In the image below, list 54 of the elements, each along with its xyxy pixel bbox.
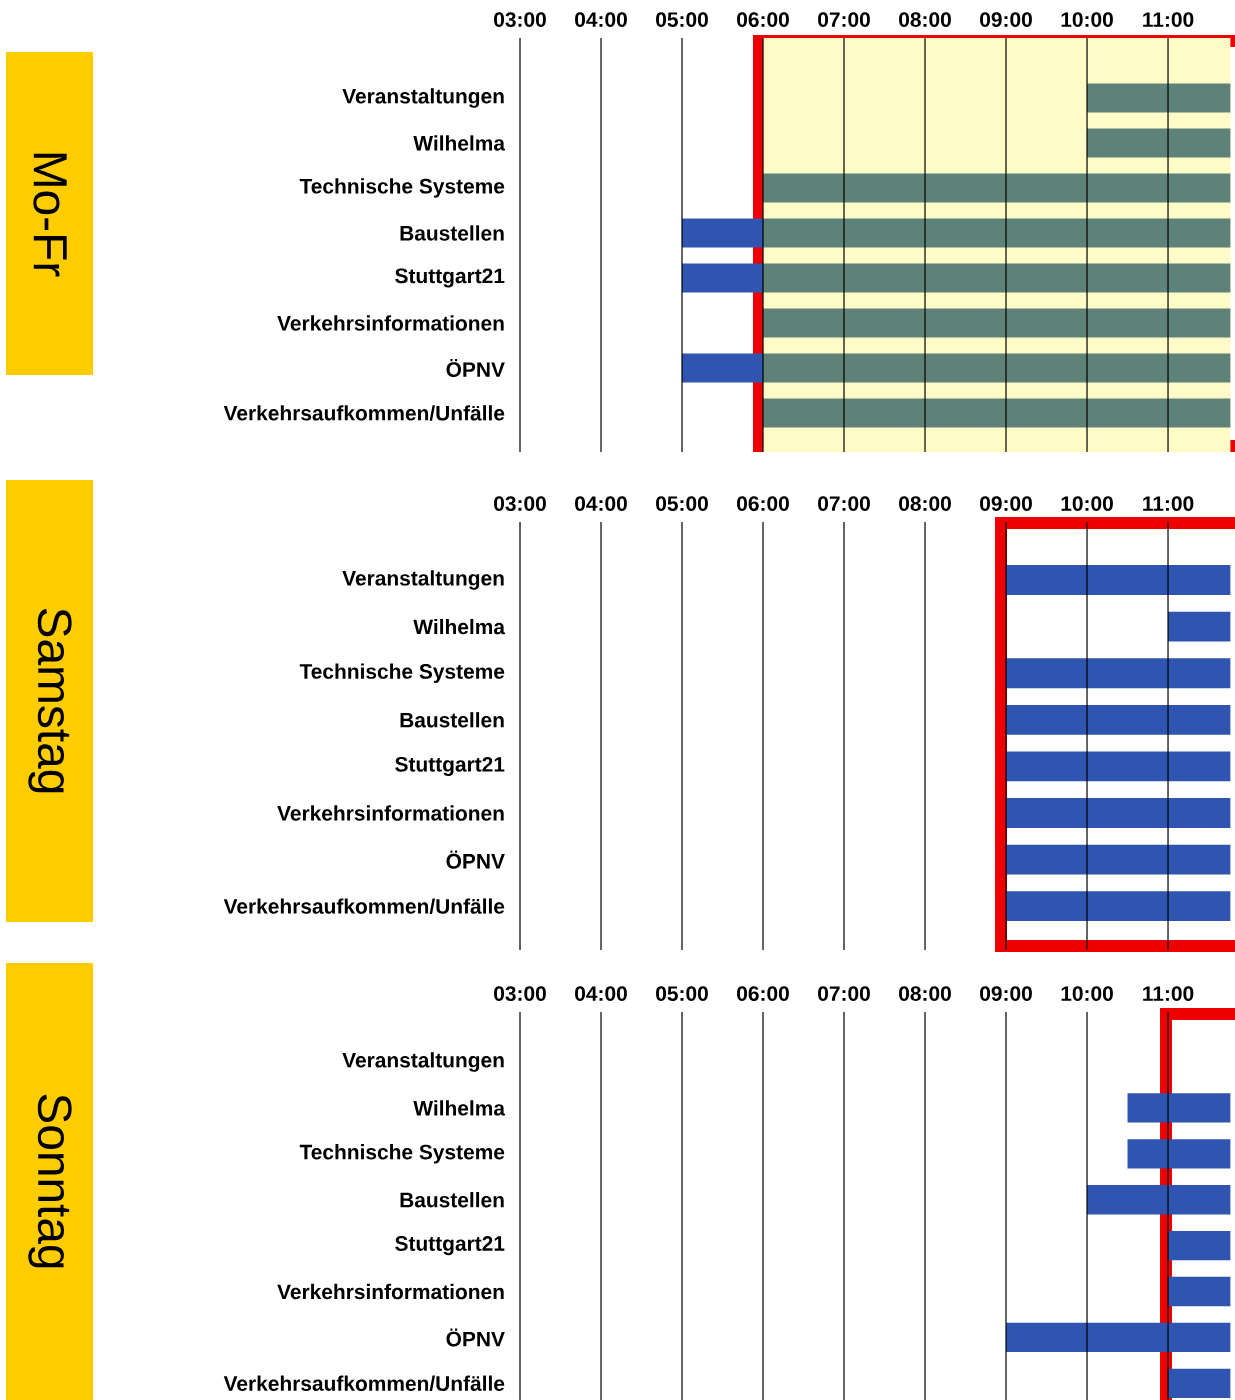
y-tick-label: Baustellen <box>400 1192 504 1208</box>
x-tick-label: 08:00 <box>899 496 951 511</box>
x-tick-label: 04:00 <box>575 12 627 27</box>
y-tick-label: Verkehrsaufkommen/Unfälle <box>223 1375 505 1392</box>
y-tick-label: ÖPNV <box>446 1328 505 1347</box>
x-tick-label: 07:00 <box>818 986 870 1001</box>
y-tick-label: Baustellen <box>400 225 504 241</box>
x-tick-label: 04:00 <box>575 496 627 511</box>
x-tick-label: 08:00 <box>899 12 951 27</box>
x-tick-label: 03:00 <box>494 496 546 511</box>
x-tick-label: 10:00 <box>1061 496 1113 511</box>
x-tick-label: 08:00 <box>899 986 951 1001</box>
x-tick-label: 03:00 <box>494 986 546 1001</box>
x-tick-label: 07:00 <box>818 12 870 27</box>
text: Samstag <box>28 608 72 793</box>
x-tick-label: 11:00 <box>1143 986 1194 1001</box>
x-tick-label: 09:00 <box>980 12 1032 27</box>
y-tick-label: ÖPNV <box>446 358 505 378</box>
y-tick-label: Verkehrsinformationen <box>277 805 504 821</box>
y-tick-label: Verkehrsaufkommen/Unfälle <box>223 898 505 914</box>
x-tick-label: 10:00 <box>1061 12 1113 27</box>
y-tick-label: Veranstaltungen <box>342 1052 504 1072</box>
y-tick-label: Wilhelma <box>413 135 506 151</box>
x-tick-label: 05:00 <box>656 496 708 511</box>
x-tick-label: 06:00 <box>737 12 789 27</box>
y-tick-label: Veranstaltungen <box>342 570 504 590</box>
x-tick-label: 06:00 <box>737 496 789 511</box>
y-tick-label: Stuttgart21 <box>395 1236 505 1256</box>
x-tick-label: 03:00 <box>494 12 546 27</box>
x-tick-label: 05:00 <box>656 12 708 27</box>
y-tick-label: ÖPNV <box>446 850 505 869</box>
y-tick-label: Technische Systeme <box>299 1144 505 1164</box>
y-tick-label: Baustellen <box>400 712 504 728</box>
y-tick-label: Stuttgart21 <box>395 756 505 776</box>
y-tick-label: Technische Systeme <box>299 178 505 198</box>
x-tick-label: 11:00 <box>1143 496 1194 511</box>
y-tick-label: Verkehrsaufkommen/Unfälle <box>223 405 505 421</box>
y-tick-label: Technische Systeme <box>299 663 505 683</box>
x-tick-label: 11:00 <box>1143 12 1194 27</box>
y-tick-label: Veranstaltungen <box>342 88 504 108</box>
x-tick-label: 05:00 <box>656 986 708 1001</box>
y-tick-label: Stuttgart21 <box>395 268 505 288</box>
y-tick-label: Verkehrsinformationen <box>277 1283 504 1300</box>
x-tick-label: 09:00 <box>980 986 1032 1001</box>
text: Mo-Fr <box>33 153 67 277</box>
x-tick-label: 10:00 <box>1061 986 1113 1001</box>
x-tick-label: 09:00 <box>980 496 1032 511</box>
x-tick-label: 06:00 <box>737 986 789 1001</box>
x-tick-label: 04:00 <box>575 986 627 1001</box>
text: Sonntag <box>28 1094 72 1268</box>
x-tick-label: 07:00 <box>818 496 870 511</box>
y-tick-label: Wilhelma <box>413 618 506 635</box>
y-tick-label: Wilhelma <box>413 1100 506 1116</box>
y-tick-label: Verkehrsinformationen <box>277 315 504 331</box>
